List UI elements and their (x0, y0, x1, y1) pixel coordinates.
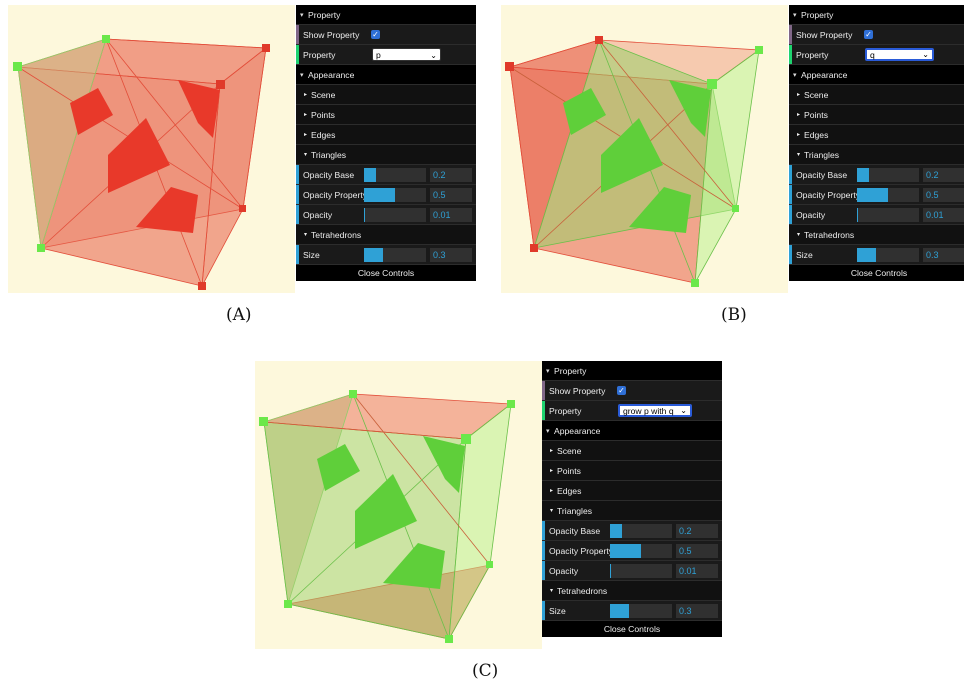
size-row: Size 0.3 (789, 245, 964, 265)
folder-tetrahedrons[interactable]: ▾ Tetrahedrons (789, 225, 964, 245)
folder-points[interactable]: ▸ Points (296, 105, 476, 125)
folder-scene[interactable]: ▸ Scene (296, 85, 476, 105)
opacity-base-slider[interactable] (364, 167, 426, 182)
show-property-row[interactable]: Show Property ✓ (296, 25, 476, 45)
property-row: Property grow p with q ⌄ (542, 401, 722, 421)
show-property-row[interactable]: Show Property ✓ (542, 381, 722, 401)
folder-tetrahedrons[interactable]: ▾ Tetrahedrons (296, 225, 476, 245)
show-property-checkbox[interactable]: ✓ (864, 30, 873, 39)
opacity-slider[interactable] (364, 207, 426, 222)
close-controls-button[interactable]: Close Controls (542, 621, 722, 637)
caption-c: (C) (472, 661, 499, 681)
opacity-property-slider[interactable] (610, 543, 672, 558)
viewport-b[interactable] (501, 5, 788, 293)
property-triangles-a (70, 80, 220, 233)
cube-render-a (13, 35, 270, 290)
size-slider[interactable] (610, 603, 672, 618)
property-triangles-b (563, 80, 711, 233)
opacity-base-input[interactable]: 0.2 (676, 523, 718, 538)
close-controls-button[interactable]: Close Controls (296, 265, 476, 281)
size-slider[interactable] (857, 247, 919, 262)
viewport-a[interactable] (8, 5, 295, 293)
opacity-property-slider[interactable] (364, 187, 426, 202)
show-property-checkbox[interactable]: ✓ (617, 386, 626, 395)
property-row: Property q ⌄ (789, 45, 964, 65)
folder-edges[interactable]: ▸ Edges (296, 125, 476, 145)
folder-triangles[interactable]: ▾ Triangles (789, 145, 964, 165)
opacity-property-row: Opacity Property 0.5 (296, 185, 476, 205)
size-row: Size 0.3 (542, 601, 722, 621)
chevron-down-icon: ⌄ (922, 50, 929, 59)
opacity-property-row: Opacity Property 0.5 (789, 185, 964, 205)
folder-property[interactable]: ▾ Property (789, 5, 964, 25)
folder-appearance[interactable]: ▾ Appearance (542, 421, 722, 441)
opacity-slider[interactable] (857, 207, 919, 222)
size-row: Size 0.3 (296, 245, 476, 265)
opacity-property-slider[interactable] (857, 187, 919, 202)
folder-appearance[interactable]: ▾ Appearance (296, 65, 476, 85)
folder-property[interactable]: ▾ Property (542, 361, 722, 381)
opacity-property-input[interactable]: 0.5 (430, 187, 472, 202)
cube-render-b (505, 36, 763, 287)
opacity-property-input[interactable]: 0.5 (923, 187, 964, 202)
property-row: Property p ⌄ (296, 45, 476, 65)
folder-scene[interactable]: ▸ Scene (542, 441, 722, 461)
show-property-row[interactable]: Show Property ✓ (789, 25, 964, 45)
chevron-down-icon: ⌄ (680, 406, 687, 415)
folder-triangles[interactable]: ▾ Triangles (542, 501, 722, 521)
opacity-base-row: Opacity Base 0.2 (296, 165, 476, 185)
opacity-row: Opacity 0.01 (296, 205, 476, 225)
opacity-input[interactable]: 0.01 (676, 563, 718, 578)
caption-a: (A) (226, 305, 252, 325)
property-select[interactable]: grow p with q ⌄ (618, 404, 692, 417)
opacity-base-row: Opacity Base 0.2 (789, 165, 964, 185)
folder-property[interactable]: ▾ Property (296, 5, 476, 25)
controls-panel-a: ▾ Property Show Property ✓ Property p ⌄ ▾ App… (296, 5, 476, 281)
size-input[interactable]: 0.3 (923, 247, 964, 262)
property-triangles-c (317, 436, 465, 589)
folder-points[interactable]: ▸ Points (789, 105, 964, 125)
folder-edges[interactable]: ▸ Edges (542, 481, 722, 501)
show-property-checkbox[interactable]: ✓ (371, 30, 380, 39)
opacity-slider[interactable] (610, 563, 672, 578)
folder-points[interactable]: ▸ Points (542, 461, 722, 481)
folder-triangles[interactable]: ▾ Triangles (296, 145, 476, 165)
controls-panel-b: ▾ Property Show Property ✓ Property q ⌄ ▾ App… (789, 5, 964, 281)
cube-render-c (259, 390, 515, 643)
opacity-base-slider[interactable] (610, 523, 672, 538)
chevron-down-icon: ⌄ (430, 51, 437, 60)
opacity-property-input[interactable]: 0.5 (676, 543, 718, 558)
vertex-markers-b (505, 36, 763, 287)
opacity-base-input[interactable]: 0.2 (430, 167, 472, 182)
opacity-input[interactable]: 0.01 (923, 207, 964, 222)
property-select[interactable]: p ⌄ (372, 48, 441, 61)
property-select[interactable]: q ⌄ (865, 48, 934, 61)
folder-scene[interactable]: ▸ Scene (789, 85, 964, 105)
size-input[interactable]: 0.3 (430, 247, 472, 262)
opacity-base-input[interactable]: 0.2 (923, 167, 964, 182)
opacity-base-row: Opacity Base 0.2 (542, 521, 722, 541)
opacity-row: Opacity 0.01 (542, 561, 722, 581)
controls-panel-c: ▾ Property Show Property ✓ Property grow p … (542, 361, 722, 637)
viewport-c[interactable] (255, 361, 542, 649)
opacity-property-row: Opacity Property 0.5 (542, 541, 722, 561)
folder-edges[interactable]: ▸ Edges (789, 125, 964, 145)
opacity-input[interactable]: 0.01 (430, 207, 472, 222)
folder-tetrahedrons[interactable]: ▾ Tetrahedrons (542, 581, 722, 601)
folder-appearance[interactable]: ▾ Appearance (789, 65, 964, 85)
close-controls-button[interactable]: Close Controls (789, 265, 964, 281)
vertex-markers-a (13, 35, 270, 290)
vertex-markers-c (259, 390, 515, 643)
caption-b: (B) (721, 305, 747, 325)
opacity-base-slider[interactable] (857, 167, 919, 182)
opacity-row: Opacity 0.01 (789, 205, 964, 225)
size-input[interactable]: 0.3 (676, 603, 718, 618)
size-slider[interactable] (364, 247, 426, 262)
